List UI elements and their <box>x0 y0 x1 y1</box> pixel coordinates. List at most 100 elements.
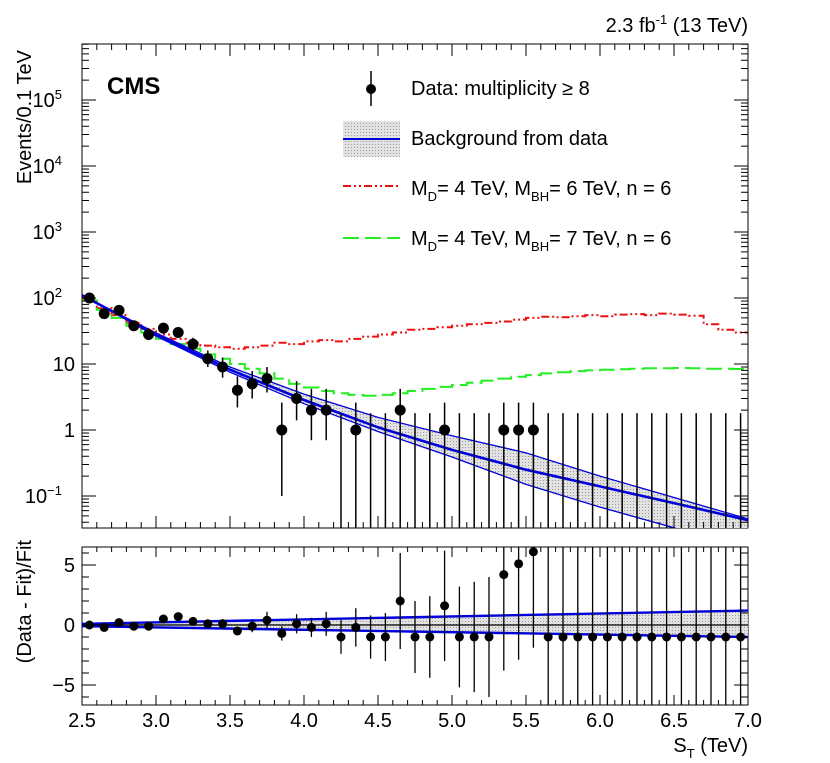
main-y-axis-title: Events/0.1 TeV <box>14 49 36 184</box>
x-tick-label: 4.5 <box>364 710 392 732</box>
x-tick-label: 2.5 <box>68 710 96 732</box>
ratio-axes: −5 0 5 2.5 3.0 3.5 4.0 4.5 5.0 5.5 6.0 6.5 7.0 <box>52 547 762 732</box>
ratio-point <box>144 621 154 631</box>
legend-background-label: Background from data <box>411 128 609 150</box>
ratio-point <box>277 628 287 638</box>
x-tick-label: 6.0 <box>586 710 614 732</box>
ratio-point <box>588 632 598 642</box>
ratio-point <box>706 632 716 642</box>
x-tick-label: 3.0 <box>142 710 170 732</box>
ratio-point <box>647 632 657 642</box>
ratio-point <box>499 570 509 580</box>
ratio-point <box>662 632 672 642</box>
ratio-point <box>573 632 583 642</box>
ratio-point <box>440 601 450 611</box>
ratio-point <box>602 632 612 642</box>
signal-6tev-histogram <box>82 298 748 350</box>
data-point <box>128 320 140 332</box>
ratio-point <box>173 612 183 622</box>
ratio-point <box>528 547 538 557</box>
data-point <box>202 353 214 365</box>
ratio-point <box>454 632 464 642</box>
x-tick-label: 3.5 <box>216 710 244 732</box>
ratio-point <box>188 616 198 626</box>
main-y-tick-label: 102 <box>33 285 62 310</box>
data-point <box>513 424 525 436</box>
main-y-tick-label: 103 <box>33 219 62 244</box>
ratio-point <box>410 632 420 642</box>
x-axis-title: ST (TeV) <box>673 735 748 761</box>
ratio-point <box>99 622 109 632</box>
ratio-y-tick-label: 0 <box>64 615 75 637</box>
data-point <box>350 424 362 436</box>
data-point <box>305 404 317 416</box>
data-point <box>98 308 110 320</box>
x-tick-label: 7.0 <box>734 710 762 732</box>
x-tick-label: 5.0 <box>438 710 466 732</box>
ratio-point <box>218 619 228 629</box>
ratio-point <box>321 619 331 629</box>
lumi-label: 2.3 fb-1 (13 TeV) <box>606 12 748 37</box>
ratio-point <box>691 632 701 642</box>
ratio-point <box>262 615 272 625</box>
legend-entry-data: Data: multiplicity ≥ 8 <box>366 71 590 106</box>
data-point <box>172 327 184 339</box>
main-y-tick-label: 1 <box>64 420 75 442</box>
ratio-point <box>395 596 405 606</box>
data-point <box>113 304 125 316</box>
data-point <box>498 424 510 436</box>
data-point <box>231 384 243 396</box>
ratio-point <box>232 626 242 636</box>
legend: Data: multiplicity ≥ 8 Background from d… <box>343 71 671 254</box>
data-points-layer <box>83 292 742 528</box>
main-axes: 10−1 1 10 102 103 104 105 <box>25 43 749 528</box>
data-point <box>261 373 273 385</box>
ratio-point <box>558 632 568 642</box>
ratio-point <box>676 632 686 642</box>
data-point <box>394 404 406 416</box>
legend-data-marker <box>366 84 376 94</box>
ratio-point <box>721 632 731 642</box>
ratio-point <box>351 622 361 632</box>
ratio-point <box>736 632 746 642</box>
data-point <box>276 424 288 436</box>
ratio-y-tick-label: 5 <box>64 555 75 577</box>
data-point <box>320 404 332 416</box>
ratio-point <box>129 621 139 631</box>
data-point <box>246 378 258 390</box>
data-point <box>217 361 229 373</box>
x-tick-label: 6.5 <box>660 710 688 732</box>
data-point <box>143 328 155 340</box>
x-tick-label: 4.0 <box>290 710 318 732</box>
ratio-point <box>632 632 642 642</box>
legend-signal-6tev-label: MD= 4 TeV, MBH= 6 TeV, n = 6 <box>411 178 671 204</box>
data-point <box>157 322 169 334</box>
data-point <box>527 424 539 436</box>
legend-entry-background: Background from data <box>343 121 609 157</box>
main-y-tick-label: 10 <box>53 354 75 376</box>
ratio-point <box>425 632 435 642</box>
ratio-point <box>306 622 316 632</box>
ratio-point <box>366 632 376 642</box>
legend-data-label: Data: multiplicity ≥ 8 <box>411 78 590 100</box>
data-point <box>439 424 451 436</box>
ratio-point <box>114 618 124 628</box>
ratio-point <box>336 632 346 642</box>
main-y-tick-label: 104 <box>33 153 62 178</box>
ratio-point <box>469 632 479 642</box>
ratio-point <box>543 632 553 642</box>
ratio-y-axis-title: (Data - Fit)/Fit <box>14 540 36 664</box>
legend-signal-7tev-label: MD= 4 TeV, MBH= 7 TeV, n = 6 <box>411 228 671 254</box>
main-y-tick-label: 10−1 <box>25 483 62 508</box>
ratio-y-tick-label: −5 <box>52 675 75 697</box>
ratio-point <box>203 619 213 629</box>
ratio-point <box>380 632 390 642</box>
x-tick-label: 5.5 <box>512 710 540 732</box>
ratio-point <box>292 619 302 629</box>
ratio-point <box>158 614 168 624</box>
ratio-point <box>484 632 494 642</box>
ratio-point <box>514 559 524 569</box>
main-y-tick-label: 105 <box>33 87 62 112</box>
data-point <box>187 338 199 350</box>
